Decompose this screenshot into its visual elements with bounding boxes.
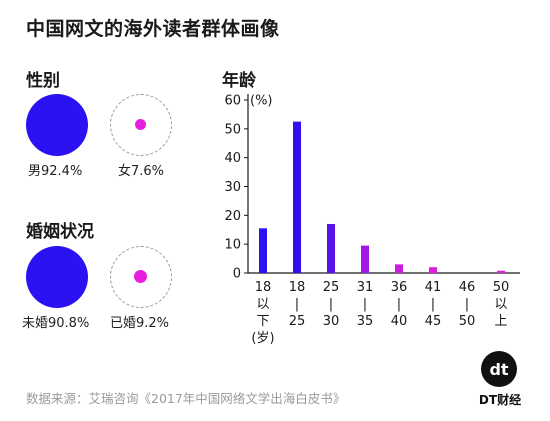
y-tick-label: 30 — [224, 180, 241, 195]
female-label: 女7.6% — [118, 164, 165, 179]
y-tick-label: 40 — [224, 151, 241, 166]
x-tick-label: 40 — [391, 314, 408, 329]
x-tick-label: 18 — [255, 280, 272, 295]
x-tick-label: 以 — [494, 297, 507, 312]
x-tick-label: 30 — [323, 314, 340, 329]
x-tick-label: 50 — [459, 314, 476, 329]
female-circle-outline — [110, 94, 172, 156]
dt-logo: dt — [481, 351, 517, 387]
married-dot — [133, 269, 148, 284]
y-tick-label: 50 — [224, 122, 241, 137]
x-tick-label: 下 — [256, 314, 269, 329]
female-dot — [134, 118, 147, 131]
x-tick-label: 45 — [425, 314, 442, 329]
x-tick-label: 31 — [357, 280, 374, 295]
married-circle-outline — [110, 246, 172, 308]
x-tick-label: 50 — [493, 280, 510, 295]
x-tick-label: 25 — [289, 314, 306, 329]
x-tick-label: | — [295, 297, 299, 312]
bar — [497, 270, 505, 273]
male-circle — [26, 94, 88, 156]
bar — [429, 267, 437, 273]
x-tick-label: | — [465, 297, 469, 312]
x-tick-label: 以 — [256, 297, 269, 312]
x-tick-label: (岁) — [251, 331, 274, 346]
x-tick-label: 18 — [289, 280, 306, 295]
bar — [293, 121, 301, 273]
y-tick-label: 60 — [224, 94, 241, 109]
chart-title: 年龄 — [222, 71, 256, 91]
bar — [361, 245, 369, 273]
x-tick-label: 25 — [323, 280, 340, 295]
x-tick-label: 36 — [391, 280, 408, 295]
page-title: 中国网文的海外读者群体画像 — [26, 18, 280, 40]
y-unit-label: (%) — [250, 94, 273, 109]
x-tick-label: | — [397, 297, 401, 312]
x-tick-label: | — [431, 297, 435, 312]
x-tick-label: 上 — [494, 314, 507, 329]
x-tick-label: | — [363, 297, 367, 312]
x-tick-label: | — [329, 297, 333, 312]
bar — [395, 264, 403, 273]
y-tick-label: 10 — [224, 238, 241, 253]
x-tick-label: 46 — [459, 280, 476, 295]
y-tick-label: 20 — [224, 209, 241, 224]
unmarried-circle — [26, 246, 88, 308]
gender-heading: 性别 — [26, 71, 60, 91]
x-tick-label: 41 — [425, 280, 442, 295]
male-label: 男92.4% — [28, 164, 83, 179]
married-label: 已婚9.2% — [110, 316, 170, 331]
bar — [259, 228, 267, 273]
source-note: 数据来源：艾瑞咨询《2017年中国网络文学出海白皮书》 — [26, 391, 346, 406]
dt-logo-text: DT财经 — [478, 393, 522, 407]
y-tick-label: 0 — [233, 267, 241, 282]
bar — [327, 223, 335, 273]
marital-heading: 婚姻状况 — [26, 222, 94, 242]
unmarried-label: 未婚90.8% — [22, 316, 90, 331]
x-tick-label: 35 — [357, 314, 374, 329]
